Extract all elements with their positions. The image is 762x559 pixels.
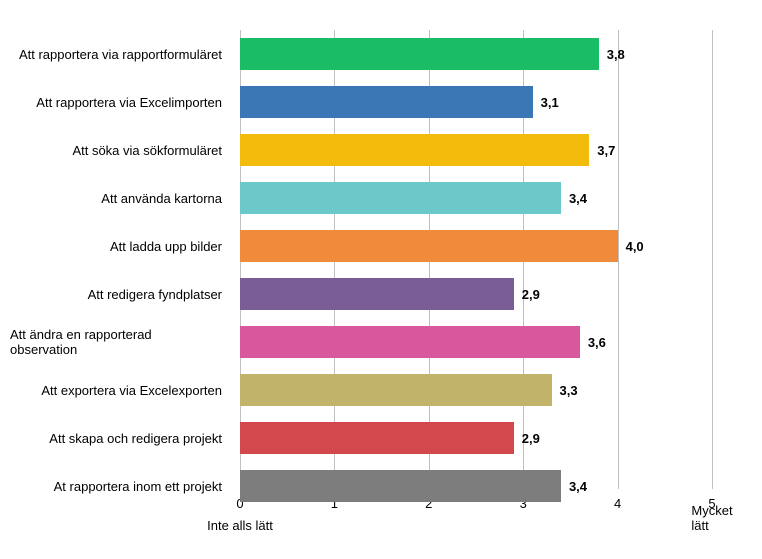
bar bbox=[240, 470, 561, 502]
bar-value: 3,4 bbox=[561, 174, 587, 222]
bar-label: Att söka via sökformuläret bbox=[10, 126, 230, 174]
bar bbox=[240, 182, 561, 214]
bar-row: Att ladda upp bilder4,0 bbox=[240, 222, 712, 270]
x-axis-label-left: Inte alls lätt bbox=[207, 518, 273, 533]
bar-label: Att skapa och redigera projekt bbox=[10, 414, 230, 462]
bar-value: 3,7 bbox=[589, 126, 615, 174]
bar bbox=[240, 422, 514, 454]
bar bbox=[240, 230, 618, 262]
bar-value: 4,0 bbox=[618, 222, 644, 270]
bar-value: 3,1 bbox=[533, 78, 559, 126]
bar bbox=[240, 134, 589, 166]
bar-value: 2,9 bbox=[514, 270, 540, 318]
bar-label: Att ladda upp bilder bbox=[10, 222, 230, 270]
bar bbox=[240, 374, 552, 406]
bar-row: Att söka via sökformuläret3,7 bbox=[240, 126, 712, 174]
x-axis-label-right: Mycket lätt bbox=[691, 503, 732, 533]
bar-value: 2,9 bbox=[514, 414, 540, 462]
bar-row: Att ändra en rapporterad observation3,6 bbox=[240, 318, 712, 366]
bar-value: 3,8 bbox=[599, 30, 625, 78]
plot-area: 012345Att rapportera via rapportformulär… bbox=[240, 30, 712, 489]
bar-row: Att rapportera via rapportformuläret3,8 bbox=[240, 30, 712, 78]
bar bbox=[240, 278, 514, 310]
bar-label: Att redigera fyndplatser bbox=[10, 270, 230, 318]
bar-label: At rapportera inom ett projekt bbox=[10, 462, 230, 510]
bar-label: Att använda kartorna bbox=[10, 174, 230, 222]
bar bbox=[240, 326, 580, 358]
bar-value: 3,6 bbox=[580, 318, 606, 366]
bar-label: Att exportera via Excelexporten bbox=[10, 366, 230, 414]
bar-row: Att rapportera via Excelimporten3,1 bbox=[240, 78, 712, 126]
bar-row: Att skapa och redigera projekt2,9 bbox=[240, 414, 712, 462]
bar-row: Att redigera fyndplatser2,9 bbox=[240, 270, 712, 318]
bar bbox=[240, 86, 533, 118]
bar-value: 3,4 bbox=[561, 462, 587, 510]
bar-label: Att ändra en rapporterad observation bbox=[10, 318, 230, 366]
bar-row: At rapportera inom ett projekt3,4 bbox=[240, 462, 712, 510]
bar-row: Att exportera via Excelexporten3,3 bbox=[240, 366, 712, 414]
bar-label: Att rapportera via Excelimporten bbox=[10, 78, 230, 126]
horizontal-bar-chart: 012345Att rapportera via rapportformulär… bbox=[10, 20, 742, 549]
bar bbox=[240, 38, 599, 70]
gridline bbox=[712, 30, 713, 489]
bar-value: 3,3 bbox=[552, 366, 578, 414]
bar-label: Att rapportera via rapportformuläret bbox=[10, 30, 230, 78]
bar-row: Att använda kartorna3,4 bbox=[240, 174, 712, 222]
